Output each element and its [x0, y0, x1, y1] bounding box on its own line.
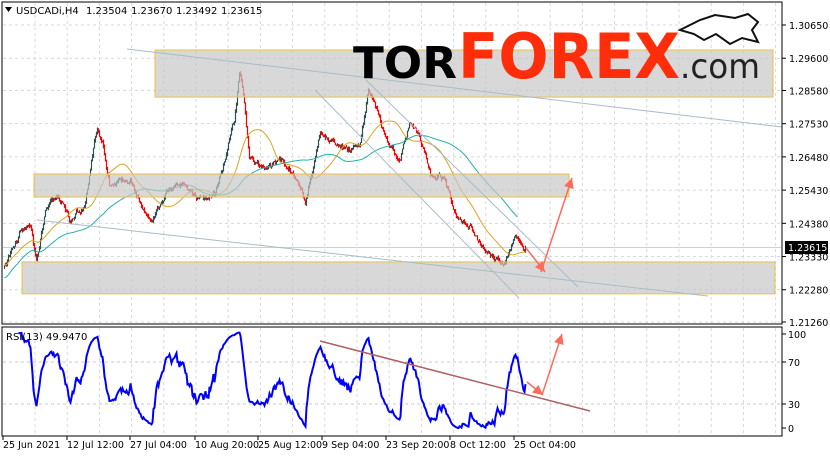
price-tag-value: 1.23615: [788, 243, 827, 254]
price-tick-label: 1.30650: [789, 21, 828, 32]
main-panel-border: [1, 1, 783, 325]
trendline[interactable]: [36, 219, 709, 297]
close-value: 1.23615: [221, 6, 262, 17]
rsi-panel: [18, 331, 591, 430]
zones: [21, 49, 776, 295]
time-tick-label: 25 Aug 12:00: [258, 440, 322, 451]
rsi-label: RSI(13) 49.9470: [6, 332, 87, 343]
symbol-header: USDCADi,H4 1.23504 1.23670 1.23492 1.236…: [5, 6, 262, 17]
support-resistance-zone[interactable]: [21, 261, 776, 295]
forecast-arrow-line: [541, 333, 563, 396]
triangle-down-icon[interactable]: [5, 7, 12, 12]
logo-com: .com: [680, 47, 760, 87]
price-axis[interactable]: 1.30650 1.29600 1.28580 1.27530 1.26480 1.254…: [782, 21, 828, 329]
forecast-arrow-line: [540, 177, 573, 273]
price-tick-label: 1.26480: [789, 153, 828, 164]
price-tick-label: 1.27530: [789, 120, 828, 131]
ma-fast-line: [4, 120, 526, 266]
time-tick-label: 8 Oct 12:00: [450, 440, 506, 451]
low-value: 1.23492: [176, 6, 217, 17]
time-tick-label: 9 Sep 04:00: [322, 440, 379, 451]
price-tick-label: 1.21260: [789, 318, 828, 329]
arrow-head-icon: [532, 384, 543, 395]
symbol-label: USDCADi,H4: [16, 6, 79, 17]
time-tick-label: 23 Sep 20:00: [386, 440, 449, 451]
high-value: 1.23670: [131, 6, 172, 17]
rsi-tick-label: 30: [788, 400, 800, 411]
logo-forex: FOREX: [458, 20, 680, 93]
moving-averages: [4, 120, 526, 279]
time-tick-label: 12 Jul 12:00: [67, 440, 124, 451]
arrow-head-icon: [554, 334, 564, 346]
trendline[interactable]: [365, 79, 579, 288]
rsi-trendline[interactable]: [319, 340, 591, 412]
trendline[interactable]: [314, 89, 520, 299]
rsi-tick-label: 0: [788, 424, 794, 435]
arrow-head-icon: [564, 178, 574, 190]
rsi-axis: 100 70 30 0: [782, 330, 806, 435]
time-tick-label: 27 Jul 04:00: [130, 440, 187, 451]
support-resistance-zone[interactable]: [33, 173, 570, 198]
trendlines: [36, 48, 783, 299]
candles: [3, 71, 527, 269]
time-tick-label: 25 Oct 04:00: [514, 440, 576, 451]
time-tick-label: 10 Aug 20:00: [195, 440, 259, 451]
price-tick-label: 1.22280: [789, 286, 828, 297]
open-value: 1.23504: [86, 6, 127, 17]
price-tag-bg: [785, 241, 828, 254]
price-tick-label: 1.24380: [789, 219, 828, 230]
price-tick-label: 1.28580: [789, 86, 828, 97]
wolf-head-icon: [677, 12, 760, 46]
trendline[interactable]: [126, 48, 783, 128]
torforex-logo: TOR FOREX .com: [353, 12, 760, 93]
current-price-tag: 1.23615: [785, 241, 828, 254]
rsi-panel-border: [1, 326, 783, 437]
time-tick-label: 25 Jun 2021: [3, 440, 60, 451]
logo-tor: TOR: [353, 38, 457, 89]
time-axis[interactable]: 25 Jun 2021 12 Jul 12:00 27 Jul 04:00 10 Au…: [2, 436, 576, 451]
price-tick-label: 1.23330: [789, 253, 828, 264]
rsi-line: [18, 331, 527, 430]
rsi-tick-label: 100: [788, 330, 806, 341]
price-tick-label: 1.29600: [789, 54, 828, 65]
price-tick-label: 1.25430: [789, 186, 828, 197]
rsi-tick-label: 70: [788, 358, 800, 369]
